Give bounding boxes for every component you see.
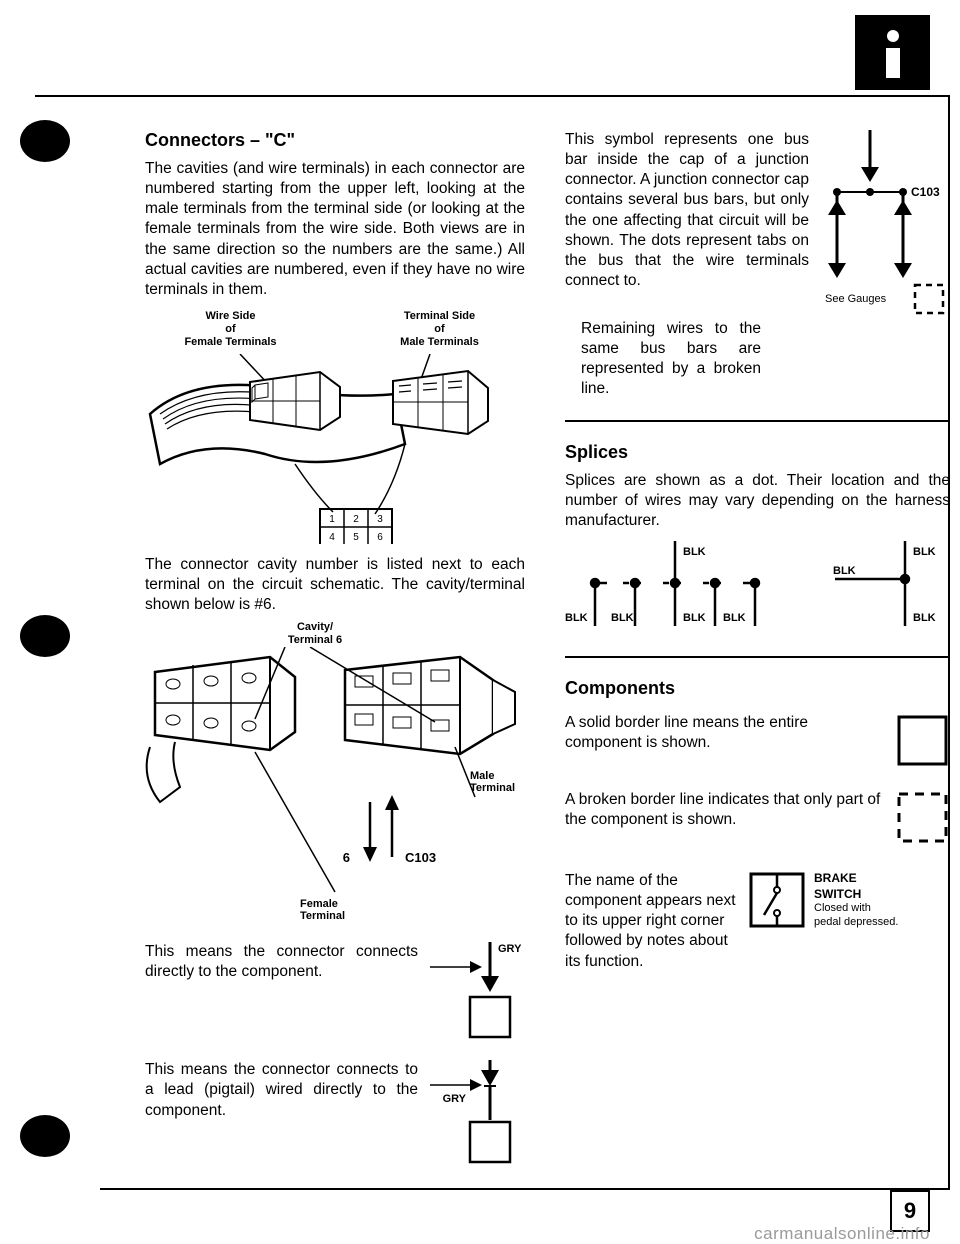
svg-text:See Gauges: See Gauges [825,293,887,305]
svg-text:BLK: BLK [913,546,936,558]
splice-diagram: BLK BLK BLK BLK BLK BLK BLK BLK [565,541,950,631]
bus-para: This symbol represents one bus bar insid… [565,130,809,315]
svg-text:Female: Female [300,898,338,910]
solid-border-text: A solid border line means the entire com… [565,713,885,753]
svg-text:6: 6 [343,850,350,865]
watermark: carmanualsonline.info [754,1224,930,1244]
conn-pigtail-text: This means the connector connects to a l… [145,1060,418,1170]
right-column: This symbol represents one bus bar insid… [565,130,950,972]
left-column: Connectors – "C" The cavities (and wire … [145,130,525,1170]
bus-diagram: C103 See Gauges [815,130,950,315]
svg-text:BLK: BLK [913,612,936,624]
svg-text:6: 6 [377,532,383,543]
divider [565,420,950,422]
border-segment [35,95,100,97]
svg-text:1: 1 [329,514,335,525]
svg-text:BLK: BLK [683,546,706,558]
divider [565,656,950,658]
components-heading: Components [565,678,950,699]
punch-hole [20,120,70,162]
svg-text:Terminal: Terminal [300,910,345,922]
cavity-terminal-diagram: 6 C103 Male Terminal Female Terminal [145,647,525,927]
svg-text:GRY: GRY [498,943,522,955]
connectors-heading: Connectors – "C" [145,130,525,151]
connectors-para1: The cavities (and wire terminals) in eac… [145,159,525,300]
svg-text:Terminal: Terminal [470,782,515,794]
broken-border-text: A broken border line indicates that only… [565,790,885,830]
svg-text:5: 5 [353,532,359,543]
connector-direct-diagram: GRY [430,942,525,1042]
svg-text:BLK: BLK [611,612,634,624]
svg-text:BLK: BLK [683,612,706,624]
solid-box-icon [895,713,950,768]
conn-direct-text: This means the connector connects direct… [145,942,418,1042]
svg-text:GRY: GRY [443,1093,467,1105]
svg-text:3: 3 [377,514,383,525]
info-icon [873,28,913,78]
svg-text:Male: Male [470,770,494,782]
svg-text:BLK: BLK [723,612,746,624]
wire-side-label: Wire Side of Female Terminals [145,310,316,350]
terminal-side-label: Terminal Side of Male Terminals [354,310,525,350]
svg-text:BLK: BLK [565,612,588,624]
dashed-box-icon [895,790,950,845]
connector-pigtail-diagram: GRY [430,1060,525,1170]
cavity-label: Cavity/ Terminal 6 [215,621,415,647]
bus-remaining: Remaining wires to the same bus bars are… [581,319,761,400]
splices-para: Splices are shown as a dot. Their locati… [565,471,950,531]
svg-text:C103: C103 [911,185,940,199]
splices-heading: Splices [565,442,950,463]
svg-text:BLK: BLK [833,565,856,577]
svg-text:2: 2 [353,514,359,525]
connectors-para2: The connector cavity number is listed ne… [145,555,525,615]
wire-terminals-diagram: 1 2 3 4 5 6 [145,354,525,544]
info-icon-badge [855,15,930,90]
punch-hole [20,615,70,657]
punch-hole [20,1115,70,1157]
brake-switch-icon [748,871,806,929]
svg-text:4: 4 [329,532,335,543]
brake-switch-label: BRAKESWITCH Closed with pedal depressed. [814,871,898,930]
component-name-text: The name of the component appears next t… [565,871,740,972]
svg-text:C103: C103 [405,850,436,865]
